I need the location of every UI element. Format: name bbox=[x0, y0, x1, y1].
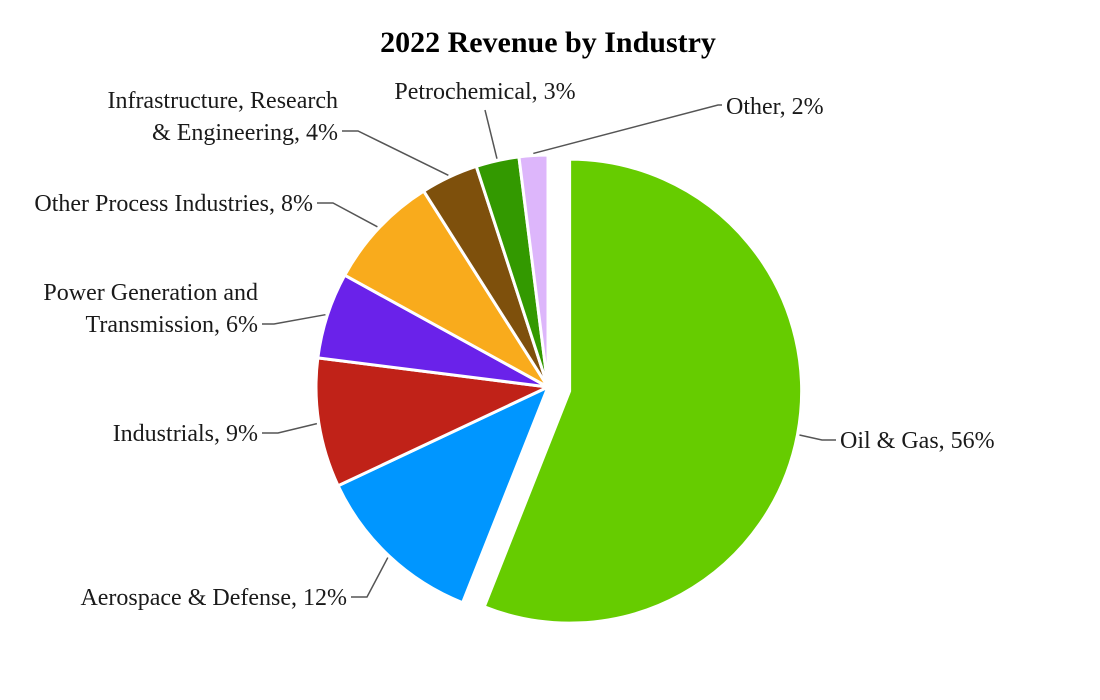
leader-line-3 bbox=[262, 313, 326, 325]
leader-line-1 bbox=[351, 557, 389, 598]
slice-label-6: Petrochemical, 3% bbox=[394, 79, 575, 105]
chart-title: 2022 Revenue by Industry bbox=[380, 26, 716, 59]
pie-slice-1 bbox=[336, 385, 550, 605]
pie-slice-4 bbox=[343, 189, 550, 389]
slice-label-3: Power Generation and Transmission, 6% bbox=[43, 280, 258, 338]
leader-line-2 bbox=[262, 422, 318, 434]
leader-line-5 bbox=[342, 130, 449, 176]
leader-line-7 bbox=[533, 104, 722, 155]
slice-label-1: Aerospace & Defense, 12% bbox=[80, 585, 347, 611]
slice-label-7: Other, 2% bbox=[726, 94, 824, 120]
leader-lines bbox=[262, 104, 836, 598]
pie-slice-2 bbox=[314, 356, 550, 488]
leader-line-6 bbox=[484, 109, 498, 159]
slice-label-5: Infrastructure, Research & Engineering, 4… bbox=[107, 88, 338, 146]
pie-slices bbox=[314, 153, 804, 625]
slice-labels: Oil & Gas, 56% Aerospace & Defense, 12% In… bbox=[34, 79, 994, 611]
leader-line-4 bbox=[317, 202, 378, 228]
leader-line-0 bbox=[799, 434, 836, 441]
pie-slice-7 bbox=[517, 153, 550, 389]
slice-label-2: Industrials, 9% bbox=[113, 421, 258, 447]
slice-label-4: Other Process Industries, 8% bbox=[34, 191, 313, 217]
slice-label-0: Oil & Gas, 56% bbox=[840, 428, 995, 454]
pie-slice-0 bbox=[482, 157, 804, 625]
